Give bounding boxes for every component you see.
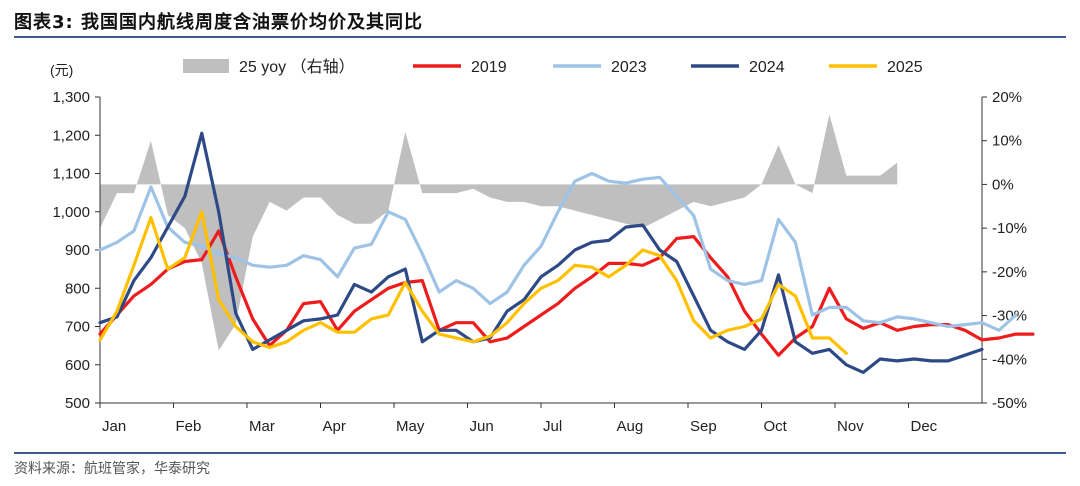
legend-label-2019: 2019 — [471, 59, 507, 76]
legend-label-yoy: 25 yoy （右轴） — [239, 58, 355, 76]
series-lines-layer — [98, 131, 1035, 374]
legend-label-2023: 2023 — [611, 59, 647, 76]
left-tick-label: 900 — [65, 242, 90, 259]
right-tick-label: -30% — [992, 308, 1027, 325]
axes-layer: 500 600 700 800 900 1,000 1,100 1,200 1,300 (元) -5… — [50, 62, 1027, 435]
right-tick-label: -10% — [992, 220, 1027, 237]
x-tick-label: Jun — [470, 418, 494, 435]
fare-chart: 500 600 700 800 900 1,000 1,100 1,200 1,300 (元) -5… — [50, 58, 1035, 435]
left-tick-label: 1,300 — [52, 89, 90, 106]
left-tick-label: 700 — [65, 319, 90, 336]
right-tick-label: -40% — [992, 351, 1027, 368]
left-tick-label: 1,000 — [52, 204, 90, 221]
x-tick-label: Feb — [176, 418, 202, 435]
left-tick-label: 1,100 — [52, 166, 90, 183]
series-line-2023 — [98, 171, 1018, 332]
right-tick-label: 10% — [992, 133, 1022, 150]
figure-title: 图表3: 我国国内航线周度含油票价均价及其同比 — [14, 12, 423, 33]
right-tick-label: -50% — [992, 395, 1027, 412]
series-line-2025 — [98, 210, 848, 355]
legend-label-2024: 2024 — [749, 59, 785, 76]
left-tick-label: 1,200 — [52, 127, 90, 144]
x-tick-label: Aug — [617, 418, 644, 435]
legend-swatch-yoy — [183, 59, 229, 73]
x-tick-label: Sep — [690, 418, 717, 435]
right-tick-label: 0% — [992, 176, 1014, 193]
x-tick-label: May — [396, 418, 425, 435]
right-tick-label: 20% — [992, 89, 1022, 106]
right-tick-label: -20% — [992, 264, 1027, 281]
legend: 25 yoy （右轴） 2019 2023 2024 2025 — [183, 58, 923, 76]
x-tick-label: Nov — [837, 418, 864, 435]
left-tick-label: 600 — [65, 357, 90, 374]
x-tick-label: Dec — [911, 418, 938, 435]
left-tick-label: 500 — [65, 395, 90, 412]
left-axis-unit: (元) — [50, 62, 73, 78]
legend-label-2025: 2025 — [887, 59, 923, 76]
x-tick-label: Oct — [764, 418, 788, 435]
x-tick-label: Apr — [323, 418, 346, 435]
source-divider — [14, 452, 1066, 454]
x-tick-label: Jan — [102, 418, 126, 435]
left-tick-label: 800 — [65, 280, 90, 297]
source-note: 资料来源：航班管家，华泰研究 — [14, 461, 210, 477]
x-tick-label: Mar — [249, 418, 275, 435]
x-tick-label: Jul — [543, 418, 562, 435]
title-divider — [14, 36, 1066, 38]
